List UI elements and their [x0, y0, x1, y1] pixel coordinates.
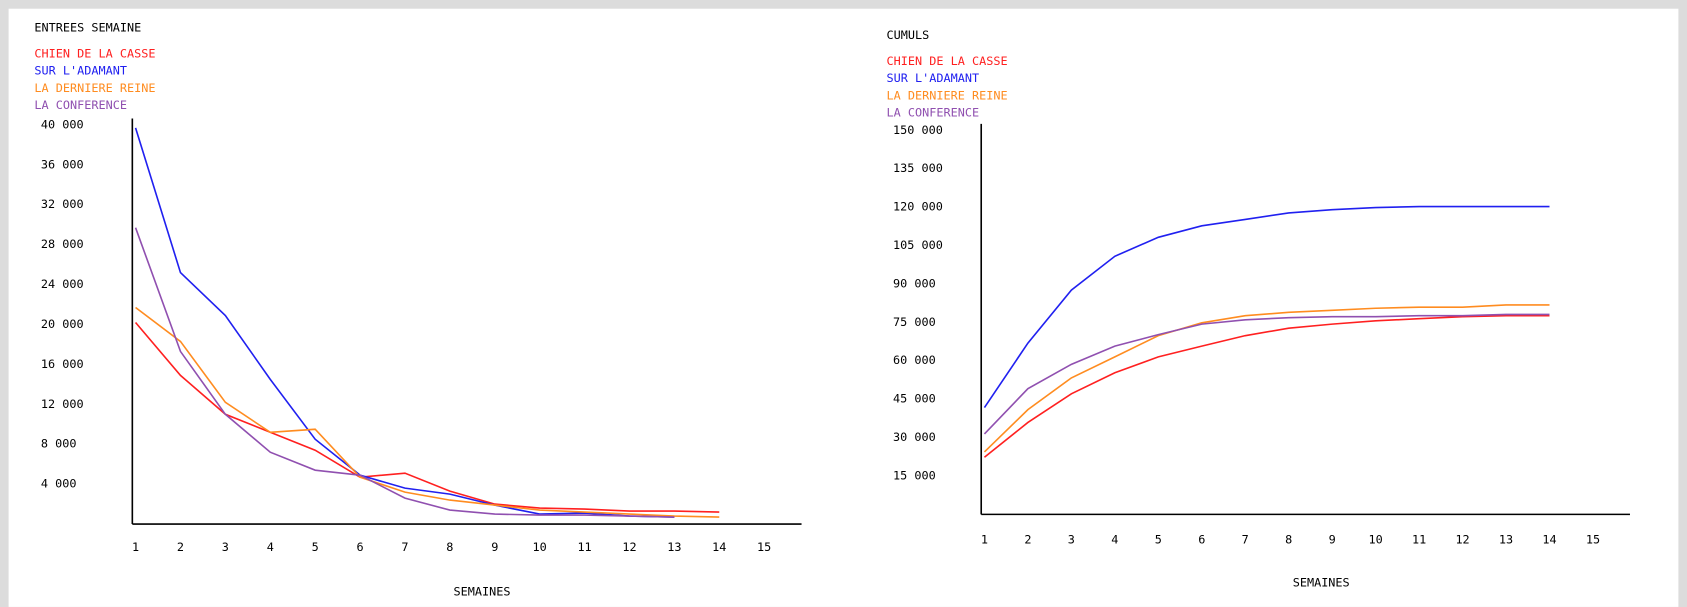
x-tick-label: 12: [622, 540, 636, 554]
x-tick-label: 15: [757, 540, 771, 554]
x-tick-label: 13: [1499, 533, 1513, 547]
x-tick-label: 11: [577, 540, 591, 554]
x-tick-label: 8: [446, 540, 453, 554]
x-tick-label: 9: [1329, 533, 1336, 547]
chart-title: CUMULS: [887, 28, 930, 42]
x-tick-label: 3: [222, 540, 229, 554]
legend-entry: SUR L'ADAMANT: [887, 71, 980, 85]
series-line: [983, 304, 1550, 453]
x-tick-label: 6: [1198, 533, 1205, 547]
series-line: [983, 313, 1550, 435]
y-tick-label: 8 000: [41, 437, 77, 451]
x-tick-label: 6: [357, 540, 364, 554]
x-tick-label: 3: [1068, 533, 1075, 547]
x-tick-label: 14: [712, 540, 726, 554]
legend-entry: LA CONFERENCE: [887, 106, 980, 120]
x-tick-label: 1: [981, 533, 988, 547]
x-tick-label: 15: [1586, 533, 1600, 547]
y-tick-label: 12 000: [41, 397, 84, 411]
x-axis-label: SEMAINES: [454, 584, 511, 598]
x-tick-label: 10: [1369, 533, 1383, 547]
series-line: [134, 227, 675, 518]
x-tick-label: 14: [1542, 533, 1556, 547]
x-tick-label: 12: [1455, 533, 1469, 547]
y-tick-label: 4 000: [41, 477, 77, 491]
legend-entry: LA DERNIERE REINE: [34, 81, 155, 95]
y-tick-label: 40 000: [41, 117, 84, 131]
x-tick-label: 5: [312, 540, 319, 554]
x-tick-label: 8: [1285, 533, 1292, 547]
y-tick-label: 135 000: [893, 161, 943, 175]
series-line: [983, 314, 1550, 458]
y-tick-label: 60 000: [893, 353, 936, 367]
series-line: [134, 321, 720, 513]
legend-entry: CHIEN DE LA CASSE: [34, 46, 155, 60]
legend-entry: SUR L'ADAMANT: [34, 64, 127, 78]
x-tick-label: 4: [1111, 533, 1118, 547]
x-tick-label: 13: [667, 540, 681, 554]
legend-entry: CHIEN DE LA CASSE: [887, 54, 1008, 68]
y-tick-label: 45 000: [893, 392, 936, 406]
legend-entry: LA CONFERENCE: [34, 98, 127, 112]
x-tick-label: 5: [1155, 533, 1162, 547]
y-tick-label: 75 000: [893, 315, 936, 329]
y-tick-label: 24 000: [41, 277, 84, 291]
x-tick-label: 4: [267, 540, 274, 554]
series-line: [134, 127, 675, 518]
x-tick-label: 9: [491, 540, 498, 554]
y-tick-label: 32 000: [41, 197, 84, 211]
y-tick-label: 120 000: [893, 200, 943, 214]
y-tick-label: 105 000: [893, 238, 943, 252]
x-tick-label: 2: [1024, 533, 1031, 547]
x-axis-label: SEMAINES: [1293, 576, 1350, 590]
series-line: [135, 306, 720, 518]
series-line: [983, 205, 1550, 409]
x-tick-label: 11: [1412, 533, 1426, 547]
legend-entry: LA DERNIERE REINE: [887, 88, 1008, 102]
y-tick-label: 90 000: [893, 276, 936, 290]
y-tick-label: 36 000: [41, 157, 84, 171]
y-tick-label: 15 000: [893, 468, 936, 482]
y-tick-label: 20 000: [41, 317, 84, 331]
x-tick-label: 2: [177, 540, 184, 554]
x-tick-label: 7: [401, 540, 408, 554]
y-tick-label: 16 000: [41, 357, 84, 371]
x-tick-label: 7: [1242, 533, 1249, 547]
y-tick-label: 30 000: [893, 430, 936, 444]
y-tick-label: 28 000: [41, 237, 84, 251]
x-tick-label: 1: [132, 540, 139, 554]
chart-title: ENTREES SEMAINE: [34, 21, 141, 35]
y-tick-label: 150 000: [893, 123, 943, 137]
x-tick-label: 10: [533, 540, 547, 554]
